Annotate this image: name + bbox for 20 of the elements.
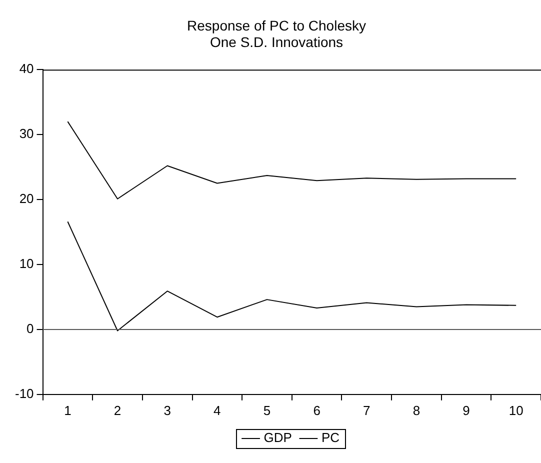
y-tick-label: 30 — [19, 126, 34, 142]
x-tick-label: 10 — [508, 402, 524, 418]
y-tick-label: 10 — [19, 256, 34, 272]
x-tick-label: 9 — [462, 402, 470, 418]
y-tick-label: 0 — [26, 321, 34, 336]
x-tick-label: 4 — [214, 402, 221, 418]
x-tick-label: 1 — [64, 402, 72, 418]
x-tick-label: 3 — [164, 402, 171, 418]
legend-label: PC — [321, 430, 340, 446]
text: One S.D. Innovations — [210, 34, 344, 50]
x-tick-label: 5 — [263, 402, 271, 418]
text: Response of PC to Cholesky — [187, 17, 366, 34]
x-tick-label: 6 — [313, 402, 320, 418]
x-tick-label: 2 — [114, 402, 122, 418]
legend-label: GDP — [264, 430, 292, 446]
x-tick-label: 7 — [363, 402, 370, 418]
y-tick-label: 40 — [19, 61, 34, 76]
y-tick-label: -10 — [14, 386, 34, 401]
x-tick-label: 8 — [412, 402, 420, 418]
y-tick-label: 20 — [19, 191, 34, 206]
